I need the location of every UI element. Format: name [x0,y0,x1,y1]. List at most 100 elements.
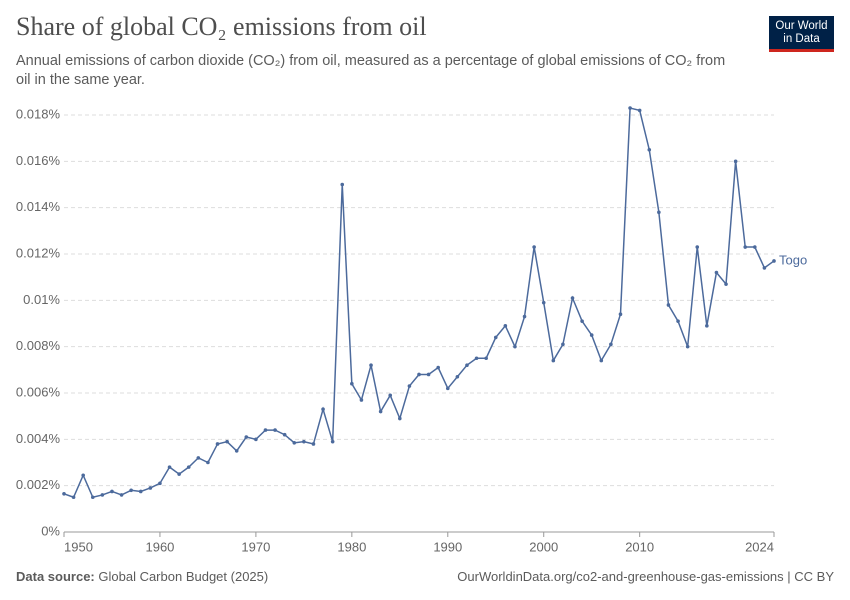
point [714,270,719,275]
point [561,342,565,347]
y-tick-label: 0.002% [16,477,61,492]
point [618,312,623,317]
x-tick-label: 2000 [529,539,558,554]
point [474,356,479,361]
point [407,384,412,388]
x-tick-label: 1980 [337,539,366,554]
point [551,358,556,363]
point [599,358,604,363]
point [177,472,181,476]
x-tick-label: 2024 [745,539,774,554]
point [321,407,325,412]
y-tick-label: 0.006% [16,384,61,399]
point [743,245,748,249]
point [167,465,172,469]
point [138,489,143,494]
source: Global Carbon Budget (2025) [98,569,269,584]
x-tick-label: 2010 [625,539,654,554]
x-tick-label: 1960 [145,539,174,554]
point [589,333,594,337]
point [378,409,383,414]
point [724,282,728,286]
point [676,319,680,323]
point [282,432,287,437]
point [388,393,393,398]
point [71,495,76,500]
logo-line: Our World [775,20,828,32]
point [62,491,66,496]
point [503,324,508,328]
point [570,296,575,300]
point [628,106,632,110]
point [647,147,652,152]
point [330,439,335,444]
point [772,259,776,263]
point [148,486,153,490]
y-tick-label: 0% [41,523,60,538]
point [513,344,517,349]
point [753,245,757,249]
point [609,342,613,347]
y-tick-label: 0.016% [16,153,61,168]
x-tick-label: 1970 [241,539,270,554]
point [733,159,738,164]
point [762,266,767,270]
point [225,439,229,444]
point [522,314,527,319]
point [110,489,114,494]
point [100,493,105,497]
point [465,363,469,368]
y-tick-label: 0.014% [16,199,61,214]
point [398,416,402,421]
point [666,303,671,307]
point [455,374,460,379]
point [234,449,239,453]
point [244,435,249,439]
y-tick-label: 0.01% [23,292,60,307]
point [311,442,316,446]
point [493,335,498,340]
point [369,363,373,368]
point [426,372,431,377]
point [81,473,85,478]
point [302,439,306,444]
point [158,481,162,486]
logo[interactable]: Our World in Data [769,16,834,52]
point [705,324,709,328]
source-label: Data source: [16,569,95,584]
point [292,441,297,445]
point [340,182,345,187]
point [263,428,268,432]
point [119,493,124,497]
x-tick-label: 1990 [433,539,462,554]
footer-url[interactable]: OurWorldinData.org/co2-and-greenhouse-ga… [457,569,834,584]
point [186,465,191,469]
point [350,381,354,386]
point [436,365,440,370]
chart-title: Share of global CO₂ emissions from oil [16,12,427,41]
point [685,344,690,349]
y-tick-label: 0.018% [16,106,61,121]
point [695,245,700,249]
point [580,319,584,323]
chart-subtitle: Annual emissions of carbon dioxide (CO₂)… [16,53,726,88]
y-tick-label: 0.004% [16,431,61,446]
point [541,300,546,305]
logo-line: in Data [783,33,820,45]
point [532,245,536,249]
footer-source: Data source: Global Carbon Budget (2025) [16,569,268,584]
point [657,210,661,215]
x-tick-label: 1950 [64,539,93,554]
point [206,460,210,465]
point [254,437,258,442]
y-tick-label: 0.012% [16,245,61,260]
point [484,356,488,361]
point [417,372,421,377]
point [445,386,450,391]
point [129,488,133,493]
point [196,456,201,460]
series-label: Togo [779,252,807,267]
point [637,108,642,113]
